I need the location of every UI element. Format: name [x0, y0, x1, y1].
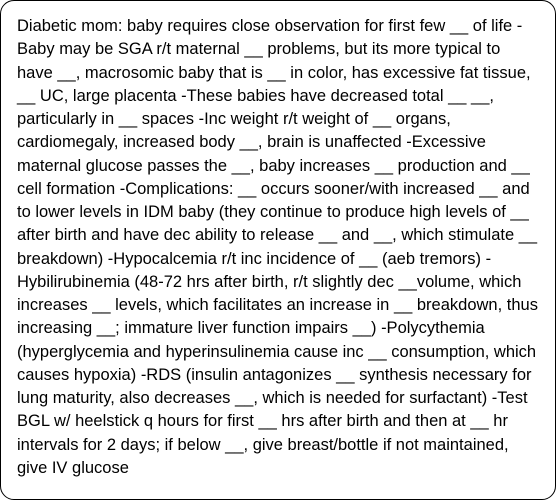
flashcard-container: Diabetic mom: baby requires close observ…	[0, 0, 556, 500]
flashcard-text: Diabetic mom: baby requires close observ…	[17, 15, 539, 480]
